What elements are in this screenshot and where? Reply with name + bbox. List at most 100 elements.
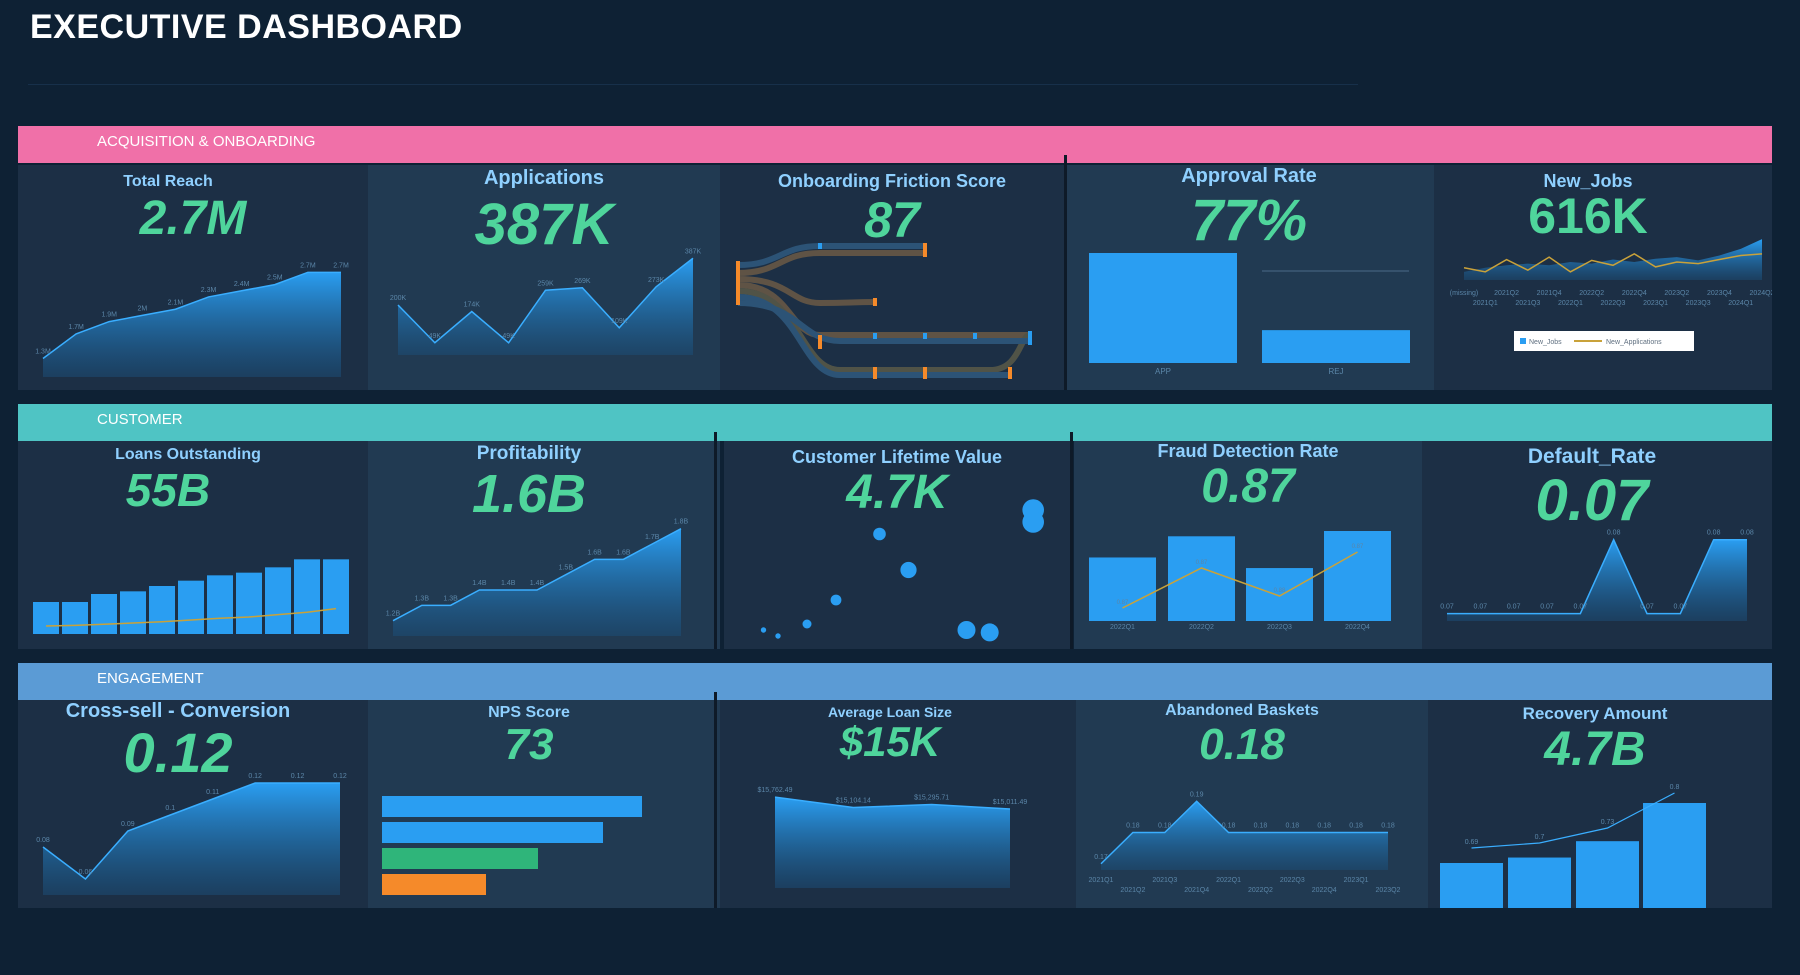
tick-label: 2024Q2	[1750, 290, 1772, 297]
scatter-point	[1022, 511, 1044, 533]
data-label: $15,011.49	[993, 799, 1028, 806]
tick-label: 2023Q1	[1643, 300, 1668, 307]
data-label: 0.08	[1707, 530, 1721, 537]
kpi-value: 4.7K	[846, 466, 948, 519]
tile-new-jobs[interactable]: New_Jobs 616K (missing) 2021Q1 2021Q2 2021Q…	[1434, 165, 1772, 390]
data-label: 0.8	[1670, 784, 1680, 791]
section-label: ACQUISITION & ONBOARDING	[97, 133, 316, 150]
scatter-point	[775, 633, 781, 639]
tile-recovery-amount[interactable]: Recovery Amount 4.7B 0.69 0.7 0.73 0.8	[1428, 700, 1772, 908]
data-label: 1.3B	[443, 595, 458, 602]
kpi-value: 0.07	[1535, 468, 1649, 533]
data-label: 0.18	[1126, 823, 1140, 830]
tick-label: 2022Q1	[1216, 877, 1241, 884]
area-fill	[393, 528, 681, 636]
data-label: 1.3M	[35, 349, 51, 356]
data-label: 2.3M	[201, 287, 217, 294]
bar	[149, 586, 175, 634]
data-label: 0.18	[1349, 823, 1363, 830]
tick-label: 2023Q1	[1344, 877, 1369, 884]
bar	[178, 580, 204, 634]
section-band-engagement: ENGAGEMENT	[18, 663, 1772, 700]
data-label: 0.18	[1381, 823, 1395, 830]
data-label: 49K	[502, 333, 515, 340]
section-label: ENGAGEMENT	[97, 670, 204, 687]
data-label: 2M	[137, 305, 147, 312]
tick-label: 2021Q2	[1494, 290, 1519, 297]
area-line	[397, 257, 694, 344]
tile-loans-outstanding[interactable]: Loans Outstanding 55B	[18, 441, 368, 649]
data-label: 0.87	[1196, 560, 1208, 566]
scatter-point	[830, 594, 842, 606]
new-jobs-chart: (missing) 2021Q1 2021Q2 2021Q3 2021Q4 2022Q1 2…	[1450, 239, 1772, 351]
data-label: 1.9M	[101, 312, 117, 319]
default-rate-chart: 0.07 0.07 0.07 0.07 0.07 0.08 0.07 0.07 0.08 0.08	[1440, 530, 1754, 621]
data-label: 1.8B	[674, 519, 689, 526]
kpi-value: 0.87	[1201, 460, 1295, 513]
tile-default-rate[interactable]: Default_Rate 0.07 0.07 0.07 0.07 0.07 0.07 0.…	[1422, 441, 1772, 649]
loans-chart	[33, 559, 349, 634]
area-fill	[398, 258, 693, 355]
kpi-value: 1.6B	[471, 464, 587, 524]
bar	[382, 874, 486, 895]
data-label: 1.6B	[587, 549, 602, 556]
page-title: EXECUTIVE DASHBOARD	[30, 8, 463, 46]
kpi-value: 0.12	[123, 721, 233, 784]
tile-applications[interactable]: Applications 387K 200K 49K 174K 49K 259K 269K…	[368, 165, 720, 390]
tile-separator	[1064, 155, 1067, 390]
tick-label: 2022Q4	[1622, 290, 1647, 297]
bar	[1324, 531, 1391, 621]
tile-approval-rate[interactable]: Approval Rate 77% APP REJ	[1064, 165, 1434, 390]
data-label: 259K	[537, 280, 554, 287]
data-label: 0.08	[1740, 530, 1754, 537]
trend-line	[45, 607, 337, 627]
data-label: 2.7M	[300, 262, 316, 269]
data-label: 0.06	[79, 869, 93, 876]
tile-average-loan-size[interactable]: Average Loan Size $15K $15,762.49 $15,104…	[720, 700, 1076, 908]
tick-label: 2022Q3	[1280, 877, 1305, 884]
data-label: 0.07	[1540, 604, 1554, 611]
kpi-value: 0.18	[1199, 720, 1285, 769]
tile-title: Customer Lifetime Value	[791, 447, 1003, 467]
data-label: 269K	[574, 278, 591, 285]
bar	[1643, 803, 1706, 908]
area-fill	[43, 783, 340, 895]
data-label: 0.17	[1094, 854, 1108, 861]
section-band-acquisition: ACQUISITION & ONBOARDING	[18, 126, 1772, 163]
data-label: 174K	[464, 302, 481, 309]
data-label: 0.12	[248, 773, 262, 780]
data-label: 0.07	[1574, 604, 1588, 611]
bar	[382, 796, 642, 817]
tick-label: 2022Q3	[1601, 300, 1626, 307]
tick-label: 2023Q4	[1707, 290, 1732, 297]
data-label: 1.2B	[386, 611, 401, 618]
tile-abandoned-baskets[interactable]: Abandoned Baskets 0.18 0.17 0.18 0.18 0.19 0…	[1076, 700, 1428, 908]
tile-crosssell[interactable]: Cross-sell - Conversion 0.12 0.08 0.06 0.0…	[18, 700, 368, 908]
data-label: 0.18	[1222, 823, 1236, 830]
tile-profitability[interactable]: Profitability 1.6B 1.2B 1.3B 1.3B 1.4B 1.4B 1…	[368, 441, 720, 649]
data-label: 0.18	[1254, 823, 1268, 830]
tile-nps[interactable]: NPS Score 73	[368, 700, 720, 908]
tile-fraud-rate[interactable]: Fraud Detection Rate 0.87 2022Q1 2022Q2 20…	[1074, 441, 1422, 649]
tile-total-reach[interactable]: Total Reach 2.7M 1.3M 1.7M 1.9M 2M 2.1M 2.3M 2…	[18, 165, 368, 390]
tile-clv[interactable]: Customer Lifetime Value 4.7K	[724, 441, 1070, 649]
tile-title: Abandoned Baskets	[1165, 702, 1319, 719]
tile-title: Cross-sell - Conversion	[65, 700, 291, 722]
data-label: 1.4B	[472, 580, 487, 587]
bar	[1089, 557, 1156, 621]
data-label: 0.19	[1190, 791, 1204, 798]
bar	[62, 602, 88, 634]
section-band-customer: CUSTOMER	[18, 404, 1772, 441]
tick-label: 2022Q2	[1189, 624, 1214, 631]
data-label: 0.87	[1352, 544, 1364, 550]
data-label: 0.07	[1507, 604, 1521, 611]
data-label: 0.7	[1535, 834, 1545, 841]
data-label: 0.09	[121, 821, 135, 828]
data-label: 0.12	[333, 773, 347, 780]
tile-friction[interactable]: Onboarding Friction Score 87	[720, 165, 1064, 390]
bar	[91, 594, 117, 634]
kpi-value: 73	[504, 720, 554, 769]
tile-separator	[714, 432, 717, 649]
data-label: 0.87	[1117, 600, 1129, 606]
tick-label: 2022Q3	[1267, 624, 1292, 631]
